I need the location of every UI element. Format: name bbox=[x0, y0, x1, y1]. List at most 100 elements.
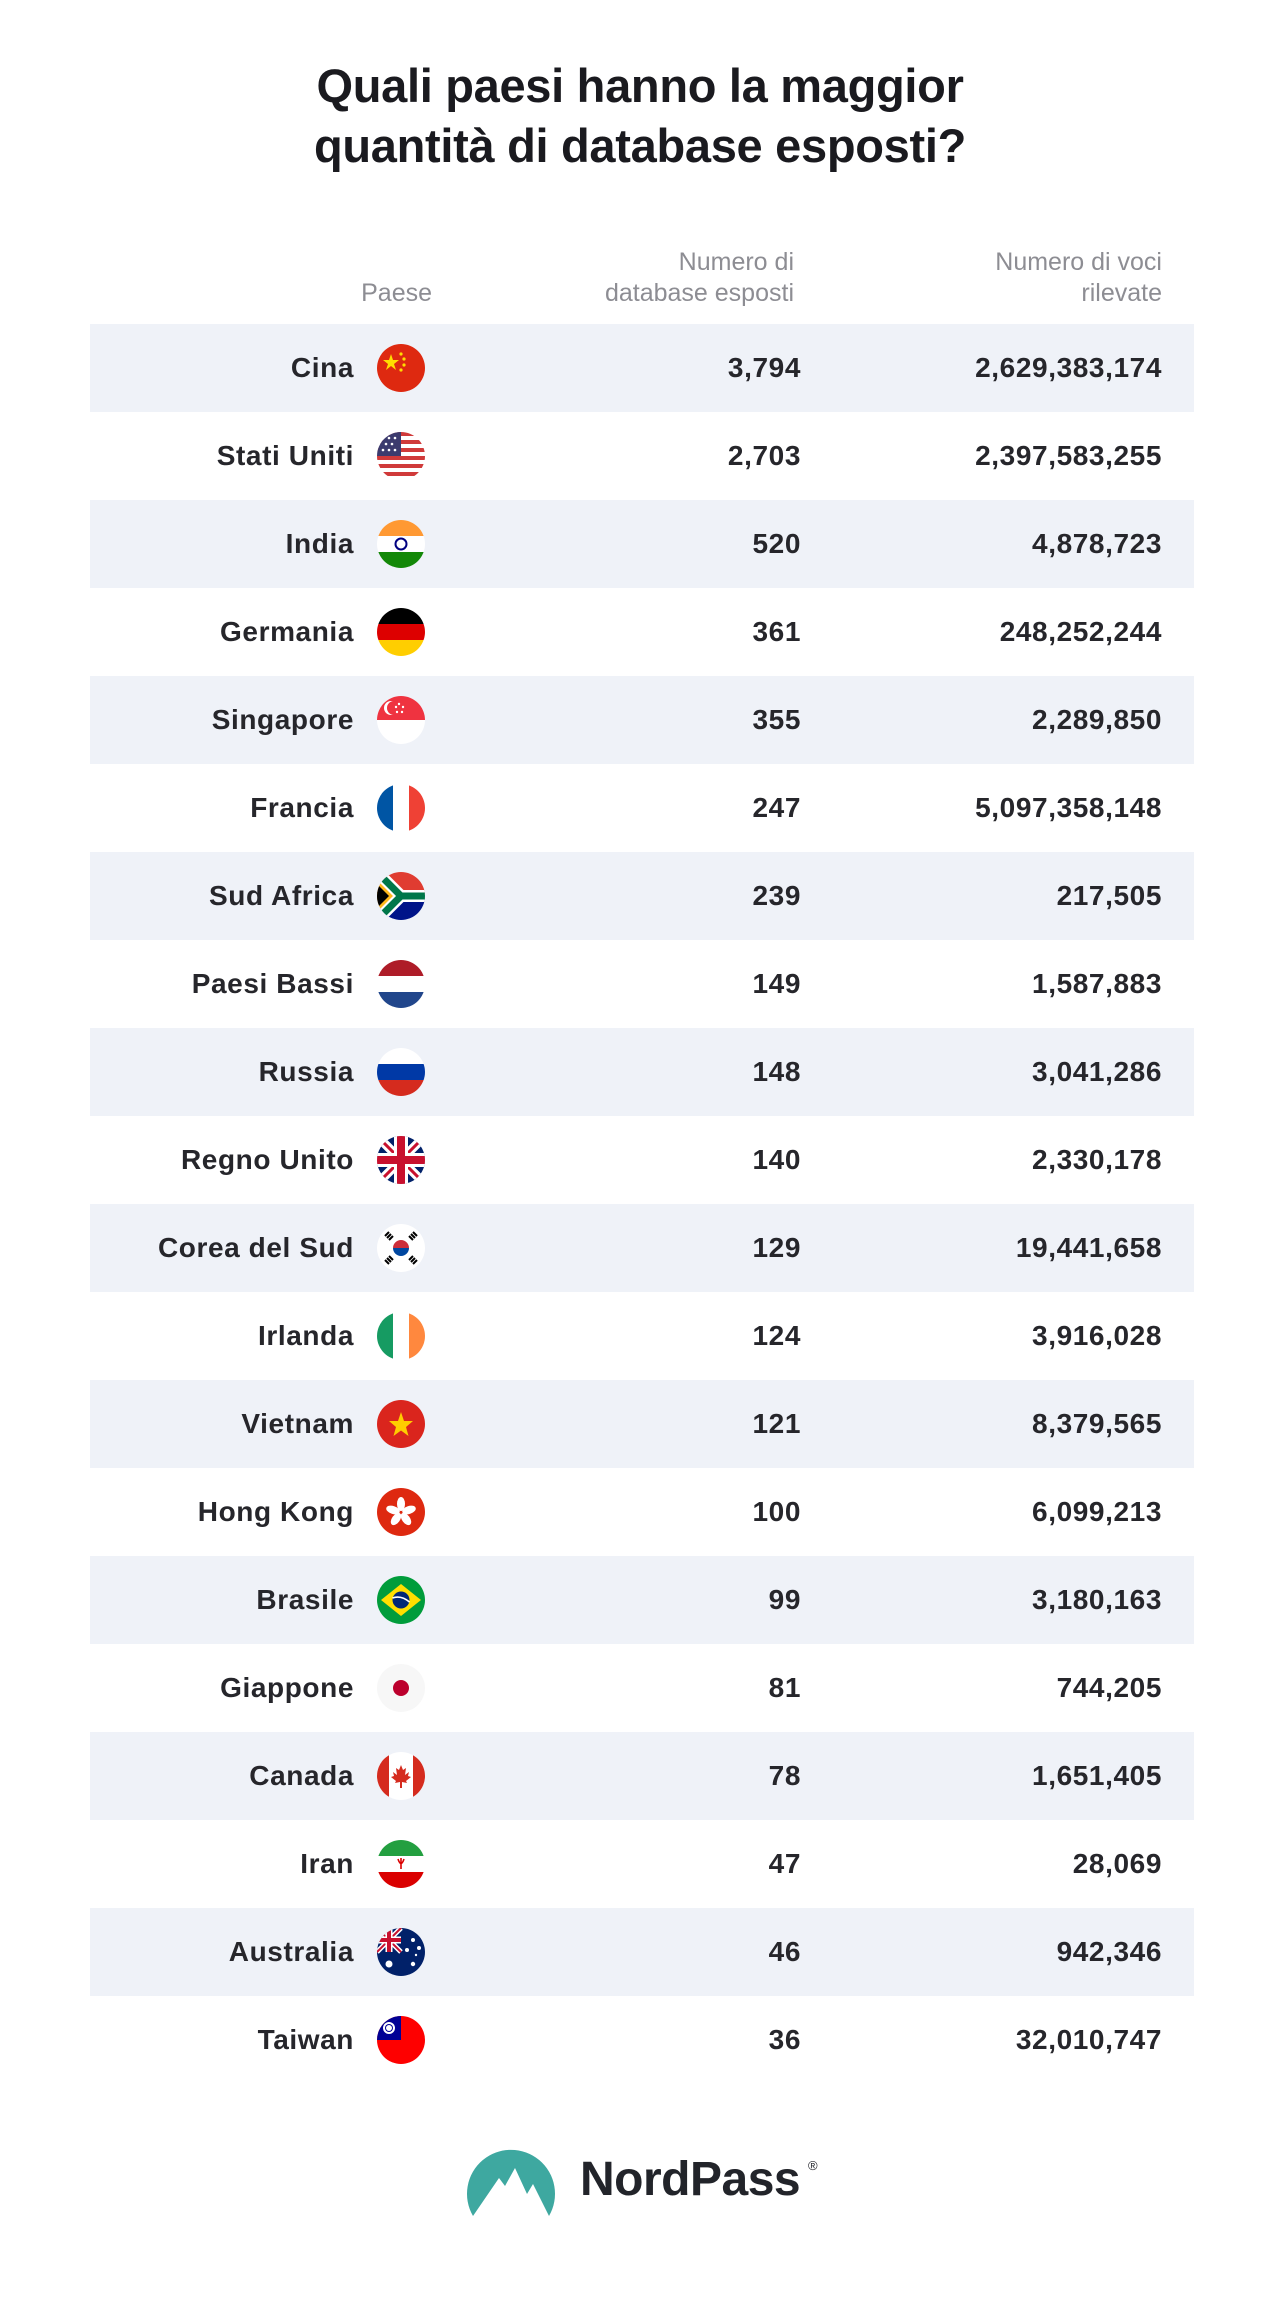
records-value: 5,097,358,148 bbox=[975, 792, 1162, 823]
page-title: Quali paesi hanno la maggior quantità di… bbox=[0, 56, 1280, 176]
table-row: Iran 47 28,069 bbox=[90, 1820, 1194, 1908]
south-africa-flag-icon bbox=[377, 872, 425, 920]
exposed-databases-value: 78 bbox=[768, 1760, 801, 1791]
records-value: 19,441,658 bbox=[1015, 1232, 1162, 1263]
records-value: 2,289,850 bbox=[1032, 704, 1162, 735]
table-row: India 520 4,878,723 bbox=[90, 500, 1194, 588]
exposed-databases-value: 148 bbox=[752, 1056, 801, 1087]
country-name: Germania bbox=[220, 616, 354, 647]
table-row: Russia 148 3,041,286 bbox=[90, 1028, 1194, 1116]
records-value: 2,397,583,255 bbox=[975, 440, 1162, 471]
exposed-databases-value: 46 bbox=[768, 1936, 801, 1967]
records-value: 6,099,213 bbox=[1032, 1496, 1162, 1527]
singapore-flag-icon bbox=[377, 696, 425, 744]
table-row: Cina 3,794 2,629,383,174 bbox=[90, 324, 1194, 412]
records-value: 248,252,244 bbox=[999, 616, 1162, 647]
title-line-2: quantità di database esposti? bbox=[313, 119, 967, 172]
country-name: Hong Kong bbox=[197, 1496, 354, 1527]
country-name: Sud Africa bbox=[209, 880, 354, 911]
table-header: Paese Numero di database esposti Numero … bbox=[90, 243, 1194, 309]
country-name: Brasile bbox=[256, 1584, 354, 1615]
exposed-databases-value: 3,794 bbox=[727, 352, 801, 383]
india-flag-icon bbox=[377, 520, 425, 568]
country-name: India bbox=[285, 528, 354, 559]
exposed-databases-value: 47 bbox=[768, 1848, 801, 1879]
germany-flag-icon bbox=[377, 608, 425, 656]
south-korea-flag-icon bbox=[377, 1224, 425, 1272]
table-row: Vietnam 121 8,379,565 bbox=[90, 1380, 1194, 1468]
hong-kong-flag-icon bbox=[377, 1488, 425, 1536]
header-records: Numero di voci rilevate bbox=[995, 248, 1162, 307]
usa-flag-icon bbox=[377, 432, 425, 480]
header-country: Paese bbox=[361, 279, 432, 307]
table-row: Taiwan 36 32,010,747 bbox=[90, 1996, 1194, 2084]
country-name: Vietnam bbox=[241, 1408, 354, 1439]
records-value: 3,180,163 bbox=[1032, 1584, 1162, 1615]
brand-name: NordPass bbox=[580, 2153, 801, 2206]
records-value: 2,330,178 bbox=[1032, 1144, 1162, 1175]
title-line-1: Quali paesi hanno la maggior bbox=[316, 59, 964, 112]
table-row: Sud Africa 239 217,505 bbox=[90, 852, 1194, 940]
records-value: 1,587,883 bbox=[1032, 968, 1162, 999]
records-value: 28,069 bbox=[1072, 1848, 1162, 1879]
exposed-databases-value: 149 bbox=[752, 968, 801, 999]
iran-flag-icon bbox=[377, 1840, 425, 1888]
exposed-databases-value: 140 bbox=[752, 1144, 801, 1175]
table-row: Corea del Sud 129 19,441,658 bbox=[90, 1204, 1194, 1292]
exposed-databases-value: 239 bbox=[752, 880, 801, 911]
table-row: Brasile 99 3,180,163 bbox=[90, 1556, 1194, 1644]
japan-flag-icon bbox=[377, 1664, 425, 1712]
records-value: 2,629,383,174 bbox=[975, 352, 1162, 383]
exposed-databases-value: 121 bbox=[752, 1408, 801, 1439]
australia-flag-icon bbox=[377, 1928, 425, 1976]
country-name: Cina bbox=[290, 352, 354, 383]
records-value: 217,505 bbox=[1056, 880, 1162, 911]
exposed-databases-value: 520 bbox=[752, 528, 801, 559]
exposed-databases-value: 81 bbox=[768, 1672, 801, 1703]
records-value: 3,916,028 bbox=[1032, 1320, 1162, 1351]
russia-flag-icon bbox=[377, 1048, 425, 1096]
exposed-databases-value: 129 bbox=[752, 1232, 801, 1263]
records-value: 3,041,286 bbox=[1032, 1056, 1162, 1087]
table-row: Hong Kong 100 6,099,213 bbox=[90, 1468, 1194, 1556]
records-value: 744,205 bbox=[1056, 1672, 1162, 1703]
country-name: Paesi Bassi bbox=[191, 968, 354, 999]
exposed-databases-value: 100 bbox=[752, 1496, 801, 1527]
table-row: Francia 247 5,097,358,148 bbox=[90, 764, 1194, 852]
table-row: Regno Unito 140 2,330,178 bbox=[90, 1116, 1194, 1204]
exposed-databases-value: 36 bbox=[768, 2024, 801, 2055]
country-name: Canada bbox=[249, 1760, 354, 1791]
records-value: 1,651,405 bbox=[1032, 1760, 1162, 1791]
country-name: Russia bbox=[258, 1056, 354, 1087]
table-body: Cina 3,794 2,629,383,174 Stati Uniti 2,703 2,… bbox=[90, 324, 1194, 2084]
country-name: Francia bbox=[250, 792, 354, 823]
exposed-databases-value: 2,703 bbox=[727, 440, 801, 471]
table-row: Australia 46 942,346 bbox=[90, 1908, 1194, 1996]
table-row: Germania 361 248,252,244 bbox=[90, 588, 1194, 676]
nordpass-mountain-icon bbox=[463, 2140, 559, 2220]
records-value: 8,379,565 bbox=[1032, 1408, 1162, 1439]
vietnam-flag-icon bbox=[377, 1400, 425, 1448]
table-row: Singapore 355 2,289,850 bbox=[90, 676, 1194, 764]
nordpass-logo: NordPass ® bbox=[0, 2140, 1280, 2220]
france-flag-icon bbox=[377, 784, 425, 832]
table-row: Giappone 81 744,205 bbox=[90, 1644, 1194, 1732]
netherlands-flag-icon bbox=[377, 960, 425, 1008]
canada-flag-icon bbox=[377, 1752, 425, 1800]
country-name: Giappone bbox=[220, 1672, 354, 1703]
china-flag-icon bbox=[377, 344, 425, 392]
country-name: Australia bbox=[228, 1936, 354, 1967]
exposed-databases-value: 247 bbox=[752, 792, 801, 823]
exposed-databases-value: 99 bbox=[768, 1584, 801, 1615]
country-name: Regno Unito bbox=[180, 1144, 354, 1175]
taiwan-flag-icon bbox=[377, 2016, 425, 2064]
registered-mark: ® bbox=[808, 2158, 818, 2173]
brazil-flag-icon bbox=[377, 1576, 425, 1624]
country-name: Taiwan bbox=[257, 2024, 354, 2055]
records-value: 942,346 bbox=[1056, 1936, 1162, 1967]
country-name: Iran bbox=[300, 1848, 354, 1879]
table-row: Stati Uniti 2,703 2,397,583,255 bbox=[90, 412, 1194, 500]
exposed-databases-value: 355 bbox=[752, 704, 801, 735]
country-name: Irlanda bbox=[257, 1320, 354, 1351]
exposed-databases-value: 361 bbox=[752, 616, 801, 647]
